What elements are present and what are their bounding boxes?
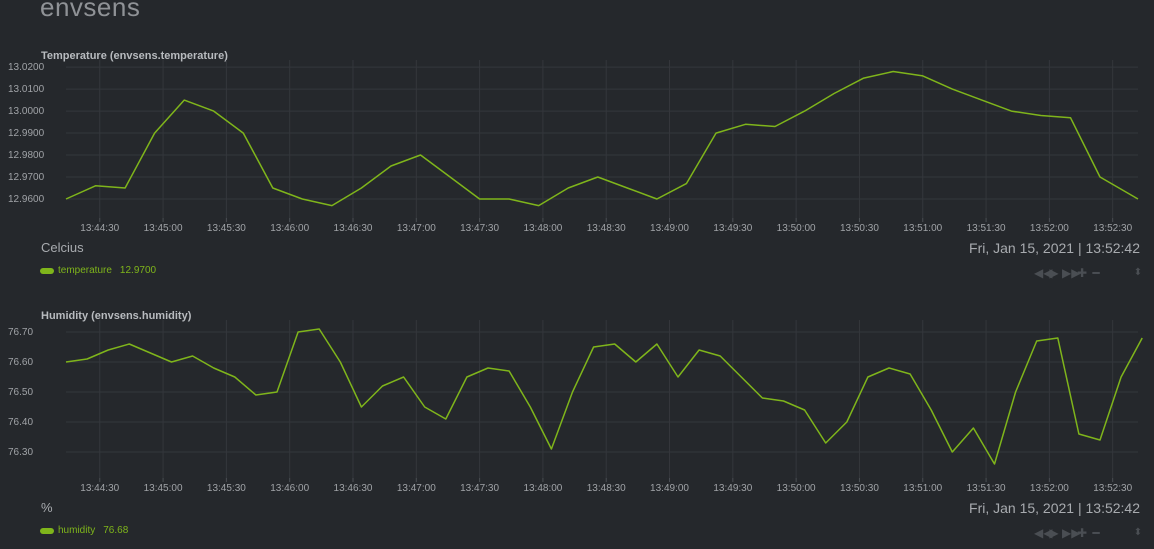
legend-value: 76.68 <box>103 525 129 536</box>
x-tick-label: 13:52:00 <box>1030 223 1069 234</box>
legend-name: humidity <box>58 525 96 536</box>
chart-timestamp: Fri, Jan 15, 2021 | 13:52:42 <box>969 240 1140 256</box>
chart-timestamp: Fri, Jan 15, 2021 | 13:52:42 <box>969 500 1140 516</box>
y-tick-label: 13.0000 <box>8 106 45 117</box>
chart-units: % <box>41 500 53 515</box>
x-tick-label: 13:46:00 <box>270 483 309 494</box>
x-tick-label: 13:50:00 <box>777 223 816 234</box>
x-tick-label: 13:47:00 <box>397 223 436 234</box>
zoom-out-icon[interactable]: ━ <box>1092 526 1100 540</box>
x-tick-label: 13:48:00 <box>523 223 562 234</box>
y-tick-label: 76.60 <box>8 357 33 368</box>
x-tick-label: 13:47:30 <box>460 223 499 234</box>
y-tick-label: 12.9900 <box>8 128 45 139</box>
y-tick-label: 13.0100 <box>8 84 45 95</box>
y-tick-label: 76.50 <box>8 387 33 398</box>
x-tick-label: 13:51:30 <box>967 483 1006 494</box>
x-tick-label: 13:49:00 <box>650 483 689 494</box>
x-tick-label: 13:46:00 <box>270 223 309 234</box>
play-icon[interactable]: ▶ <box>1049 526 1059 540</box>
zoom-in-icon[interactable]: ✚ <box>1076 526 1088 540</box>
humidity-chart-panel: Humidity (envsens.humidity) 76.70 76.60 76… <box>0 260 1154 540</box>
legend-item-temperature[interactable]: temperature 12.9700 <box>40 265 156 276</box>
zoom-in-icon[interactable]: ✚ <box>1076 266 1088 280</box>
x-tick-label: 13:50:00 <box>777 483 816 494</box>
x-tick-label: 13:48:00 <box>523 483 562 494</box>
rewind-icon[interactable]: ◀◀ <box>1034 526 1053 540</box>
x-tick-label: 13:48:30 <box>587 483 626 494</box>
y-tick-label: 12.9600 <box>8 194 45 205</box>
y-tick-label: 12.9700 <box>8 172 45 183</box>
x-tick-label: 13:49:30 <box>713 483 752 494</box>
zoom-out-icon[interactable]: ━ <box>1092 266 1100 280</box>
x-tick-label: 13:45:30 <box>207 223 246 234</box>
legend-value: 12.9700 <box>119 265 157 276</box>
x-tick-label: 13:45:00 <box>144 483 183 494</box>
x-tick-label: 13:47:30 <box>460 483 499 494</box>
x-tick-label: 13:52:30 <box>1093 223 1132 234</box>
fast-forward-icon[interactable]: ▶▶ <box>1062 526 1081 540</box>
x-tick-label: 13:49:30 <box>713 223 752 234</box>
legend-name: temperature <box>58 265 112 276</box>
x-tick-label: 13:51:00 <box>903 223 942 234</box>
chart-units: Celcius <box>41 240 84 255</box>
resize-icon[interactable]: ⬍ <box>1133 527 1143 538</box>
temperature-chart-panel: Temperature (envsens.temperature) 13.020… <box>0 0 1154 280</box>
series-line-humidity <box>65 328 1143 465</box>
x-tick-label: 13:44:30 <box>80 483 119 494</box>
play-icon[interactable]: ▶ <box>1049 266 1059 280</box>
page-title: envsens <box>40 0 141 22</box>
humidity-chart[interactable]: 76.70 76.60 76.50 76.40 76.30 13:44:30 13:45:0… <box>0 260 1154 530</box>
chart-title: Humidity (envsens.humidity) <box>41 310 192 322</box>
x-tick-label: 13:50:30 <box>840 223 879 234</box>
x-tick-label: 13:51:00 <box>903 483 942 494</box>
x-tick-label: 13:52:30 <box>1093 483 1132 494</box>
x-tick-label: 13:48:30 <box>587 223 626 234</box>
x-tick-label: 13:45:30 <box>207 483 246 494</box>
y-tick-label: 76.70 <box>8 327 33 338</box>
x-tick-label: 13:50:30 <box>840 483 879 494</box>
x-tick-label: 13:52:00 <box>1030 483 1069 494</box>
x-tick-label: 13:45:00 <box>144 223 183 234</box>
chart-title: Temperature (envsens.temperature) <box>41 50 228 62</box>
y-tick-label: 12.9800 <box>8 150 45 161</box>
x-tick-label: 13:44:30 <box>80 223 119 234</box>
chart-toolbox: ◀◀ ▶ ▶▶ ✚ ━ ⬍ <box>1034 526 1144 540</box>
x-tick-label: 13:49:00 <box>650 223 689 234</box>
x-tick-label: 13:51:30 <box>967 223 1006 234</box>
x-tick-label: 13:46:30 <box>334 223 373 234</box>
legend-item-humidity[interactable]: humidity 76.68 <box>40 525 128 536</box>
x-tick-label: 13:46:30 <box>334 483 373 494</box>
legend-swatch <box>40 267 54 274</box>
chart-toolbox: ◀◀ ▶ ▶▶ ✚ ━ ⬍ <box>1034 266 1144 280</box>
legend-swatch <box>40 527 54 534</box>
resize-icon[interactable]: ⬍ <box>1133 267 1143 278</box>
y-tick-label: 13.0200 <box>8 62 45 73</box>
y-tick-label: 76.30 <box>8 447 33 458</box>
x-tick-label: 13:47:00 <box>397 483 436 494</box>
corner-mark: · <box>1149 0 1152 5</box>
series-line-temperature <box>65 70 1139 207</box>
temperature-chart[interactable]: 13.0200 13.0100 13.0000 12.9900 12.9800 12.97… <box>0 0 1154 270</box>
y-tick-label: 76.40 <box>8 417 33 428</box>
